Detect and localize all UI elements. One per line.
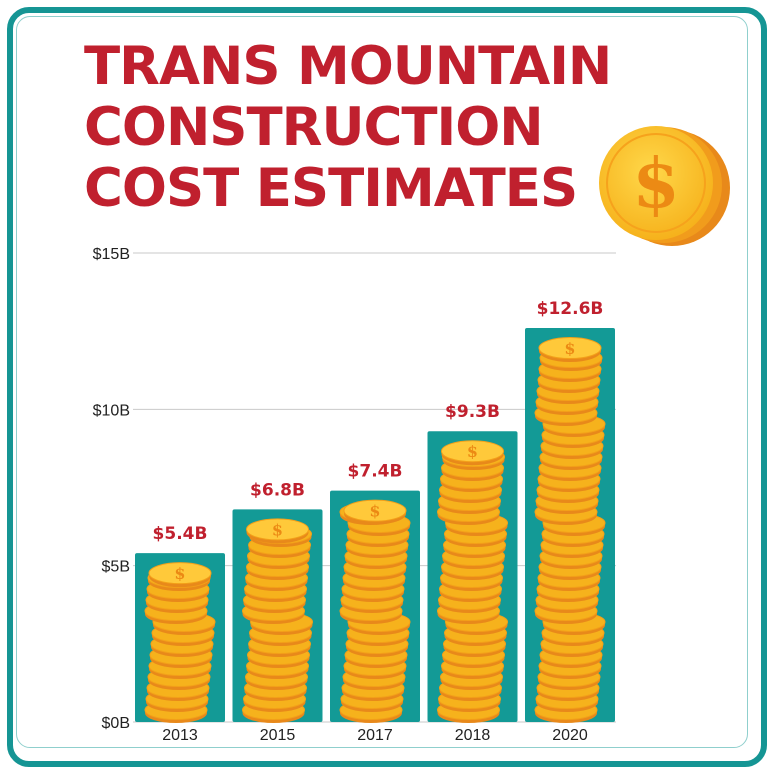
x-tick-label: 2013 — [162, 727, 198, 744]
dollar-sign-icon: $ — [467, 442, 478, 461]
coin-stack: $ — [242, 518, 313, 723]
coin-stack: $ — [437, 440, 508, 723]
gold-dollar-coin-icon: $ — [599, 126, 730, 246]
coin-stack: $ — [534, 337, 606, 723]
svg-text:$: $ — [632, 144, 679, 224]
y-tick-label: $10B — [93, 402, 130, 419]
value-label: $6.8B — [250, 480, 305, 500]
title-line-3: COST ESTIMATES — [84, 158, 578, 219]
bars: $ $5.4B $ $6.8B $ $7.4B $ $9.3B $ $12.6B — [135, 299, 615, 723]
y-axis: $0B $5B $10B $15B — [93, 246, 130, 732]
top-coin — [246, 518, 309, 541]
y-tick-label: $5B — [102, 559, 130, 576]
x-tick-label: 2018 — [455, 727, 491, 744]
top-coin — [441, 440, 504, 463]
top-coin — [538, 337, 602, 360]
dollar-sign-icon: $ — [174, 564, 185, 583]
y-tick-label: $15B — [93, 246, 130, 263]
top-coin — [148, 562, 212, 585]
coin-stack: $ — [339, 499, 411, 723]
chart-title: TRANS MOUNTAIN CONSTRUCTION COST ESTIMAT… — [84, 36, 612, 219]
y-tick-label: $0B — [102, 715, 130, 732]
dollar-sign-icon: $ — [564, 339, 575, 358]
x-tick-label: 2017 — [357, 727, 393, 744]
x-tick-label: 2020 — [552, 727, 588, 744]
x-axis: 2013 2015 2017 2018 2020 — [162, 727, 588, 744]
value-label: $12.6B — [537, 299, 604, 319]
value-label: $7.4B — [348, 462, 403, 482]
x-tick-label: 2015 — [260, 727, 296, 744]
value-label: $9.3B — [445, 402, 500, 422]
inner-frame — [16, 16, 748, 748]
dollar-sign-icon: $ — [272, 520, 283, 539]
dollar-sign-icon: $ — [369, 502, 380, 521]
coin-stack: $ — [144, 562, 216, 723]
title-line-2: CONSTRUCTION — [84, 97, 544, 158]
title-line-1: TRANS MOUNTAIN — [84, 36, 612, 97]
top-coin — [343, 499, 407, 522]
value-label: $5.4B — [153, 524, 208, 544]
